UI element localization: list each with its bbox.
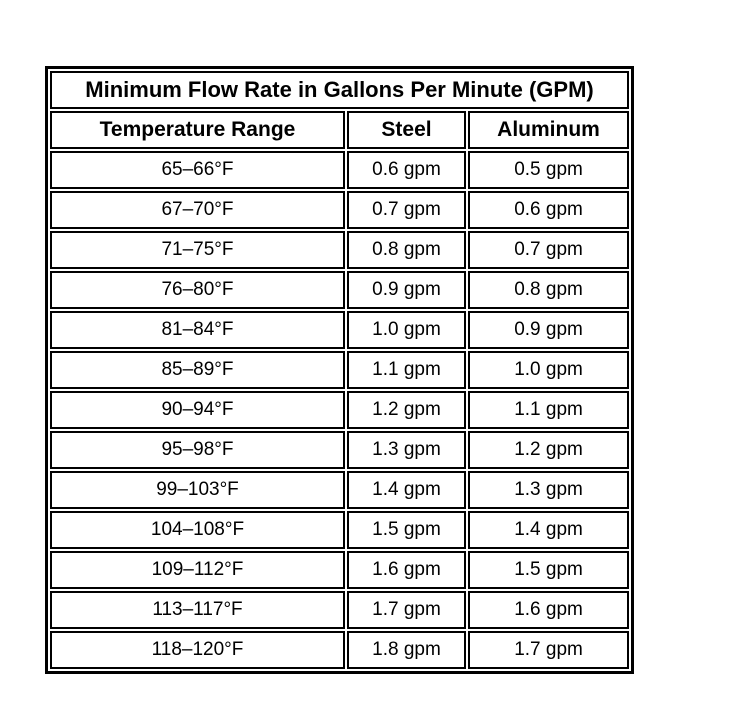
table-row: 95–98°F 1.3 gpm 1.2 gpm [50,431,630,469]
table-row: 81–84°F 1.0 gpm 0.9 gpm [50,311,630,349]
aluminum-flow-cell: 1.7 gpm [468,631,630,669]
steel-flow-cell: 1.3 gpm [347,431,466,469]
temperature-range-cell: 109–112°F [50,551,345,589]
temperature-range-cell: 90–94°F [50,391,345,429]
temperature-range-cell: 104–108°F [50,511,345,549]
steel-flow-cell: 1.4 gpm [347,471,466,509]
table-row: 113–117°F 1.7 gpm 1.6 gpm [50,591,630,629]
aluminum-flow-cell: 1.2 gpm [468,431,630,469]
table-body: 65–66°F 0.6 gpm 0.5 gpm 67–70°F 0.7 gpm 0.6 g… [50,151,630,669]
aluminum-flow-cell: 1.0 gpm [468,351,630,389]
steel-flow-cell: 1.6 gpm [347,551,466,589]
temperature-range-cell: 85–89°F [50,351,345,389]
table-row: 65–66°F 0.6 gpm 0.5 gpm [50,151,630,189]
aluminum-flow-cell: 1.3 gpm [468,471,630,509]
aluminum-flow-cell: 0.8 gpm [468,271,630,309]
table-row: 85–89°F 1.1 gpm 1.0 gpm [50,351,630,389]
temperature-range-cell: 113–117°F [50,591,345,629]
aluminum-flow-cell: 0.9 gpm [468,311,630,349]
column-header-steel: Steel [347,111,466,149]
steel-flow-cell: 1.0 gpm [347,311,466,349]
temperature-range-cell: 95–98°F [50,431,345,469]
aluminum-flow-cell: 1.6 gpm [468,591,630,629]
temperature-range-cell: 67–70°F [50,191,345,229]
aluminum-flow-cell: 1.1 gpm [468,391,630,429]
column-header-temperature-range: Temperature Range [50,111,345,149]
table-title: Minimum Flow Rate in Gallons Per Minute … [50,71,630,109]
steel-flow-cell: 1.5 gpm [347,511,466,549]
steel-flow-cell: 1.1 gpm [347,351,466,389]
table-row: 90–94°F 1.2 gpm 1.1 gpm [50,391,630,429]
title-row: Minimum Flow Rate in Gallons Per Minute … [50,71,630,109]
table-row: 99–103°F 1.4 gpm 1.3 gpm [50,471,630,509]
aluminum-flow-cell: 0.5 gpm [468,151,630,189]
steel-flow-cell: 0.7 gpm [347,191,466,229]
table-row: 71–75°F 0.8 gpm 0.7 gpm [50,231,630,269]
table-row: 104–108°F 1.5 gpm 1.4 gpm [50,511,630,549]
column-header-aluminum: Aluminum [468,111,630,149]
temperature-range-cell: 76–80°F [50,271,345,309]
steel-flow-cell: 1.7 gpm [347,591,466,629]
temperature-range-cell: 65–66°F [50,151,345,189]
aluminum-flow-cell: 0.6 gpm [468,191,630,229]
table-row: 76–80°F 0.9 gpm 0.8 gpm [50,271,630,309]
aluminum-flow-cell: 1.4 gpm [468,511,630,549]
temperature-range-cell: 71–75°F [50,231,345,269]
steel-flow-cell: 1.2 gpm [347,391,466,429]
flow-rate-table: Minimum Flow Rate in Gallons Per Minute … [45,66,635,674]
header-row: Temperature Range Steel Aluminum [50,111,630,149]
aluminum-flow-cell: 1.5 gpm [468,551,630,589]
temperature-range-cell: 99–103°F [50,471,345,509]
steel-flow-cell: 0.9 gpm [347,271,466,309]
temperature-range-cell: 118–120°F [50,631,345,669]
table-row: 118–120°F 1.8 gpm 1.7 gpm [50,631,630,669]
aluminum-flow-cell: 0.7 gpm [468,231,630,269]
steel-flow-cell: 1.8 gpm [347,631,466,669]
table-row: 67–70°F 0.7 gpm 0.6 gpm [50,191,630,229]
temperature-range-cell: 81–84°F [50,311,345,349]
steel-flow-cell: 0.6 gpm [347,151,466,189]
steel-flow-cell: 0.8 gpm [347,231,466,269]
table-row: 109–112°F 1.6 gpm 1.5 gpm [50,551,630,589]
